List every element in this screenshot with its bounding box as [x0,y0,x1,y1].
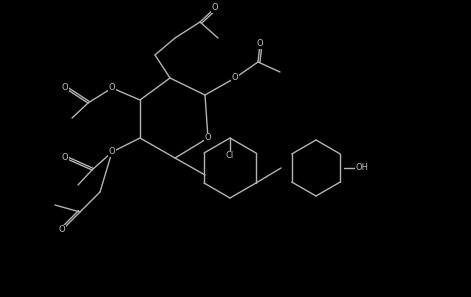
Text: O: O [62,154,68,162]
Text: O: O [257,40,263,48]
Text: OH: OH [356,164,368,173]
Text: O: O [232,73,238,83]
Text: O: O [211,4,219,12]
Text: O: O [109,148,115,157]
Text: O: O [109,83,115,92]
Text: O: O [205,133,211,143]
Text: Cl: Cl [226,151,234,160]
Text: O: O [59,225,65,235]
Text: O: O [62,83,68,92]
